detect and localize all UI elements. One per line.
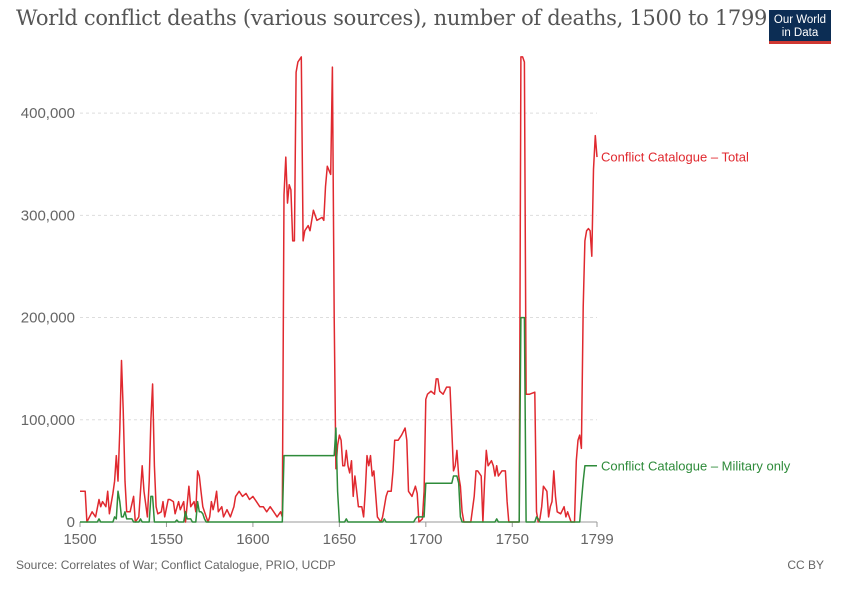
- x-tick-label: 1799: [580, 531, 613, 548]
- logo-line-1: Our World: [773, 14, 827, 26]
- x-tick-label: 1700: [409, 531, 442, 548]
- license-link[interactable]: CC BY: [787, 558, 824, 572]
- y-tick-label: 0: [67, 514, 75, 531]
- y-tick-label: 100,000: [21, 412, 75, 429]
- x-tick-label: 1750: [496, 531, 529, 548]
- y-axis-ticks: 0 100,000 200,000 300,000 400,000: [21, 105, 75, 531]
- series-lines: [80, 56, 598, 523]
- gridlines: [80, 112, 597, 421]
- x-tick-label: 1550: [150, 531, 183, 548]
- x-tick-label: 1500: [63, 531, 96, 548]
- chart-title: World conflict deaths (various sources),…: [16, 6, 768, 30]
- logo-stripe: [769, 41, 831, 44]
- series-label-military: Conflict Catalogue – Military only: [601, 458, 791, 473]
- series-labels: Conflict Catalogue – Total Conflict Catal…: [601, 150, 791, 474]
- owid-logo[interactable]: Our World in Data: [769, 10, 831, 44]
- x-tick-label: 1650: [323, 531, 356, 548]
- x-tick-label: 1600: [236, 531, 269, 548]
- y-tick-label: 400,000: [21, 105, 75, 122]
- source-note: Source: Correlates of War; Conflict Cata…: [16, 558, 336, 572]
- series-label-total: Conflict Catalogue – Total: [601, 150, 749, 165]
- series-line-total: [80, 56, 598, 523]
- x-axis: 1500 1550 1600 1650 1700 1750 1799: [63, 521, 614, 548]
- logo-line-2: in Data: [781, 27, 819, 39]
- y-tick-label: 200,000: [21, 310, 75, 327]
- series-line-military: [80, 316, 597, 523]
- y-tick-label: 300,000: [21, 207, 75, 224]
